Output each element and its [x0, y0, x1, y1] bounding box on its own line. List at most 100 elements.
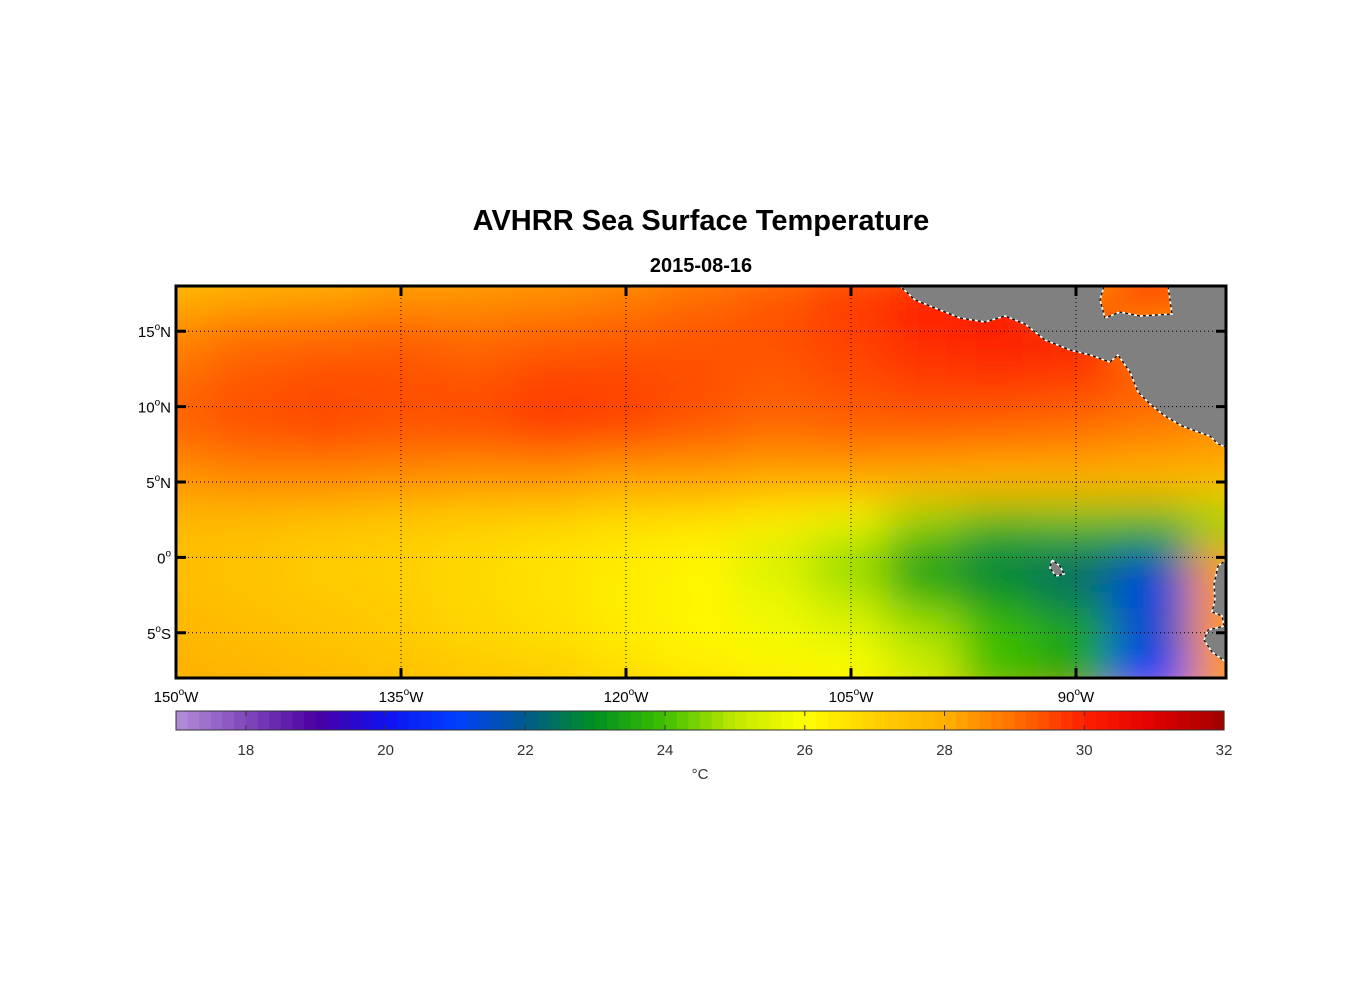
sst-cell [736, 570, 816, 613]
colorbar-cell [443, 711, 457, 730]
colorbar-cell [688, 711, 701, 730]
colorbar-cell [711, 711, 724, 730]
sst-cell [1186, 502, 1226, 545]
sst-cell [436, 502, 516, 545]
sst-cell [661, 502, 741, 545]
sst-cell [661, 419, 741, 462]
sst-cell [436, 286, 516, 311]
sst-cell [1111, 502, 1191, 545]
sst-cell [211, 306, 291, 356]
colorbar-cell [1049, 711, 1062, 730]
graticule [176, 286, 1226, 678]
sst-cell [511, 502, 591, 545]
colorbar-cell [432, 711, 445, 730]
colorbar-tick-label: 18 [238, 742, 255, 759]
colorbar-cell [1154, 711, 1167, 730]
colorbar-cell [420, 711, 433, 730]
sst-cell [961, 419, 1041, 462]
colorbar-cell [874, 711, 887, 730]
lon-tick-label: 150oW [154, 687, 200, 706]
sst-cell [286, 306, 366, 356]
sst-cell [511, 286, 591, 311]
colorbar-cell [793, 711, 806, 730]
sst-cell [1036, 502, 1116, 545]
colorbar-cell [245, 711, 259, 730]
sst-cell [1036, 419, 1116, 462]
colorbar-cell [525, 711, 538, 730]
sst-cell [511, 570, 591, 613]
colorbar-tick-label: 26 [796, 742, 813, 759]
colorbar-cell [1084, 711, 1097, 730]
sst-cell [211, 389, 291, 424]
colorbar-cell [734, 711, 748, 730]
sst-cell [511, 306, 591, 356]
latitude-ticks: 15oN 10oN 5oN 0o 5oS [138, 322, 1226, 643]
sst-cell [811, 540, 891, 575]
sst-cell [286, 457, 366, 507]
colorbar-cell [560, 711, 573, 730]
sst-cell [1111, 540, 1191, 575]
lon-tick-label: 120oW [604, 687, 650, 706]
colorbar-unit: °C [692, 766, 709, 783]
colorbar-cell [478, 711, 491, 730]
colorbar-cell [606, 711, 620, 730]
sst-cell [211, 540, 291, 575]
sst-cell [511, 653, 591, 678]
sst-cell [286, 570, 366, 613]
colorbar-cell [176, 711, 189, 730]
colorbar-cell [909, 711, 922, 730]
colorbar-cell [1095, 711, 1109, 730]
sst-cell [511, 540, 591, 575]
sst-cell [511, 608, 591, 658]
sst-cell [661, 653, 741, 678]
lat-tick-label: 10oN [138, 398, 171, 417]
colorbar-cell [234, 711, 247, 730]
sst-cell [661, 351, 741, 394]
colorbar-cell [653, 711, 666, 730]
colorbar-cell [222, 711, 235, 730]
colorbar-cell [1037, 711, 1050, 730]
sst-cell [176, 286, 216, 311]
sst-cell [511, 457, 591, 507]
longitude-ticks: 150oW 135oW 120oW 105oW 90oW [154, 286, 1095, 706]
colorbar-cell [932, 711, 946, 730]
sst-cell [961, 502, 1041, 545]
colorbar-cell [991, 711, 1004, 730]
colorbar-cell [665, 711, 678, 730]
sst-cell [886, 502, 966, 545]
sst-cell [886, 351, 966, 394]
sst-cell [886, 389, 966, 424]
colorbar-cell [199, 711, 212, 730]
map-subtitle: 2015-08-16 [649, 255, 753, 277]
sst-cell [586, 540, 666, 575]
sst-cell [961, 351, 1041, 394]
colorbar-cell [339, 711, 352, 730]
sst-cell [586, 419, 666, 462]
sst-cell [1111, 419, 1191, 462]
colorbar-cell [897, 711, 911, 730]
colorbar-cell [839, 711, 852, 730]
sst-cell [736, 653, 816, 678]
colorbar-cell [595, 711, 608, 730]
colorbar-cell [1130, 711, 1144, 730]
colorbar-cell [641, 711, 655, 730]
sst-cell [436, 351, 516, 394]
sst-cell [886, 570, 966, 613]
colorbar-cell [1072, 711, 1085, 730]
colorbar-cell [292, 711, 305, 730]
colorbar-cell [746, 711, 759, 730]
lat-tick-label: 5oN [146, 473, 171, 492]
colorbar-cell [257, 711, 270, 730]
sst-cell [436, 653, 516, 678]
sst-cell [511, 351, 591, 394]
sst-cell [436, 419, 516, 462]
colorbar-cell [1002, 711, 1015, 730]
colorbar-cell [781, 711, 794, 730]
colorbar-cell [397, 711, 410, 730]
sst-cell [736, 286, 816, 311]
colorbar-ticks: 18 20 22 24 26 28 30 32 [238, 711, 1232, 759]
sst-cell [176, 502, 216, 545]
sst-cell [961, 653, 1041, 678]
colorbar-cell [979, 711, 992, 730]
